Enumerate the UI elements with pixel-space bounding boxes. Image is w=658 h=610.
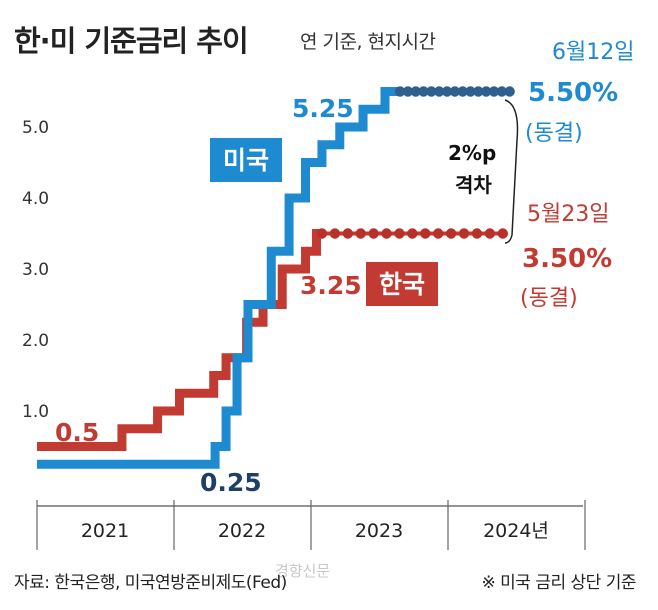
x-tick-label: 2024년	[483, 520, 549, 542]
us-series-point	[449, 86, 461, 97]
korea-series-point	[471, 228, 483, 239]
us-series-point	[457, 86, 468, 97]
page-subtitle: 연 기준, 현지시간	[300, 31, 436, 53]
us-series-point	[402, 86, 414, 97]
gap-label-line1: 2%p	[448, 141, 496, 165]
us-series-point	[441, 86, 453, 97]
us-end-status: (동결)	[525, 121, 583, 146]
x-tick-label: 2021	[81, 520, 129, 542]
us-series-point	[410, 86, 421, 97]
us-series-point	[488, 86, 500, 97]
korea-point-label: 3.25	[300, 271, 362, 300]
x-tick-label: 2022	[218, 520, 266, 542]
us-badge-text: 미국	[223, 146, 269, 175]
korea-series-point	[316, 228, 328, 239]
korea-series-point	[368, 228, 379, 239]
us-series-point	[433, 86, 445, 97]
y-tick-label: 2.0	[22, 331, 49, 351]
korea-series-point	[355, 228, 366, 239]
us-series-point	[465, 86, 476, 97]
korea-series-point	[433, 228, 444, 239]
source-text: 자료: 한국은행, 미국연방준비제도(Fed)	[14, 573, 287, 593]
us-series-point	[394, 86, 406, 97]
korea-series-point	[458, 228, 470, 239]
korea-start-label: 0.5	[55, 418, 99, 447]
us-end-value: 5.50%	[528, 78, 618, 108]
korea-series-point	[381, 228, 392, 239]
us-series-point	[418, 86, 429, 97]
watermark: 경향신문	[275, 562, 331, 580]
note-text: ※ 미국 금리 상단 기준	[481, 573, 637, 593]
korea-end-status: (동결)	[520, 286, 578, 311]
x-tick-label: 2023	[355, 520, 403, 542]
korea-series-point	[445, 228, 457, 239]
korea-end-value: 3.50%	[522, 244, 612, 274]
us-end-date: 6월12일	[552, 40, 634, 65]
us-series-point	[496, 86, 508, 97]
korea-end-date: 5월23일	[527, 202, 609, 227]
gap-bracket	[504, 99, 519, 244]
us-series-point	[480, 86, 492, 97]
korea-series-point	[407, 228, 418, 239]
us-badge-box	[210, 138, 282, 182]
korea-badge-box	[366, 262, 438, 306]
us-series-line	[37, 87, 401, 469]
us-point-label: 5.25	[292, 94, 354, 123]
y-tick-label: 3.0	[22, 260, 49, 280]
us-series-point	[504, 86, 515, 97]
korea-series-point	[342, 228, 353, 239]
korea-badge-text: 한국	[379, 270, 425, 299]
us-start-label: 0.25	[200, 468, 262, 497]
korea-series-point	[394, 228, 405, 239]
y-tick-label: 4.0	[22, 189, 49, 209]
us-series-point	[473, 86, 484, 97]
y-tick-label: 1.0	[22, 402, 49, 422]
korea-series-point	[497, 228, 508, 239]
y-tick-label: 5.0	[22, 118, 49, 138]
korea-series-line	[37, 229, 322, 451]
gap-label-line2: 격차	[455, 173, 492, 197]
page-title: 한·미 기준금리 추이	[14, 24, 249, 58]
korea-series-point	[484, 228, 496, 239]
us-series-point	[426, 86, 437, 97]
korea-series-point	[329, 228, 341, 239]
korea-series-point	[420, 228, 431, 239]
